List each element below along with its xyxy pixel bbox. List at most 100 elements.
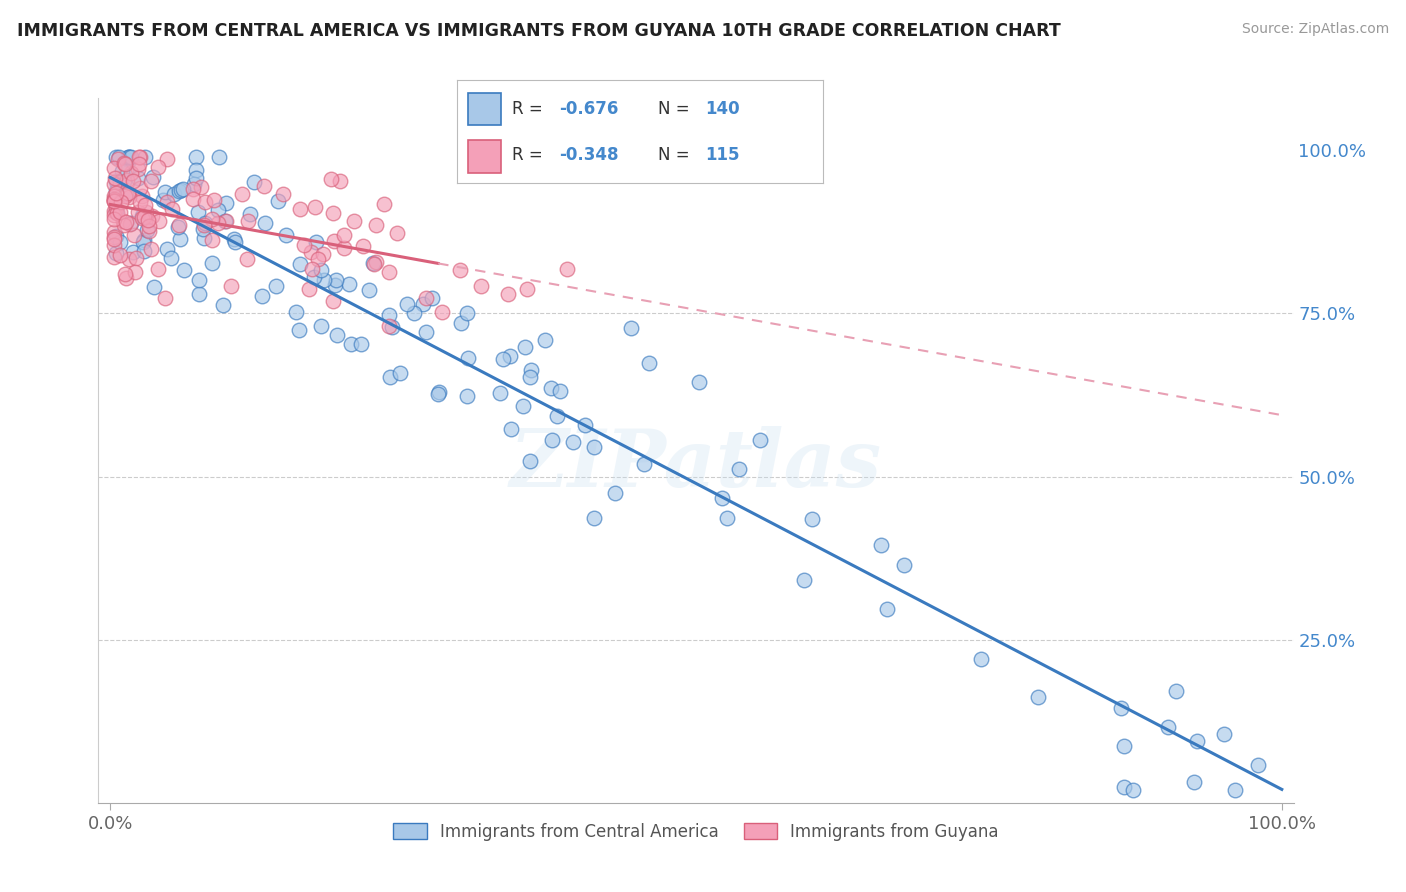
Point: [603, 485, 626, 500]
Point: [250, 289, 273, 303]
Point: [322, 293, 344, 308]
Point: [141, 209, 163, 223]
Point: [340, 337, 363, 351]
Point: [292, 238, 315, 252]
Point: [112, 174, 135, 188]
Point: [215, 213, 238, 227]
Point: [134, 244, 156, 258]
Point: [166, 219, 188, 234]
Point: [1156, 720, 1178, 734]
Point: [271, 187, 294, 202]
Point: [105, 184, 128, 198]
Point: [105, 205, 128, 219]
Point: [122, 174, 145, 188]
Point: [562, 434, 585, 449]
Point: [103, 208, 125, 222]
Point: [110, 194, 132, 209]
Point: [236, 214, 259, 228]
Point: [103, 204, 125, 219]
Point: [134, 198, 156, 212]
Legend: Immigrants from Central America, Immigrants from Guyana: Immigrants from Central America, Immigra…: [387, 816, 1005, 847]
Point: [108, 248, 131, 262]
Point: [583, 440, 606, 454]
Point: [304, 269, 326, 284]
Point: [148, 214, 170, 228]
FancyBboxPatch shape: [468, 93, 501, 126]
Point: [127, 205, 149, 219]
Point: [1122, 782, 1144, 797]
Point: [142, 170, 165, 185]
Point: [115, 164, 138, 178]
Point: [139, 242, 162, 256]
Point: [103, 211, 125, 226]
Point: [389, 366, 412, 380]
Point: [427, 384, 450, 399]
Point: [541, 433, 564, 447]
Point: [131, 210, 153, 224]
Point: [519, 363, 541, 377]
Point: [207, 202, 229, 217]
Point: [128, 150, 150, 164]
Point: [112, 219, 135, 233]
Point: [582, 510, 605, 524]
Text: Source: ZipAtlas.com: Source: ZipAtlas.com: [1241, 22, 1389, 37]
Point: [620, 321, 643, 335]
Point: [118, 190, 141, 204]
Point: [114, 214, 136, 228]
Point: [492, 351, 515, 366]
Text: ZIPatlas: ZIPatlas: [510, 425, 882, 503]
Point: [456, 389, 478, 403]
Point: [499, 349, 522, 363]
Point: [540, 380, 562, 394]
Point: [312, 273, 335, 287]
Point: [450, 316, 472, 330]
Point: [253, 216, 276, 230]
Point: [115, 186, 138, 201]
Point: [212, 298, 235, 312]
Point: [167, 184, 190, 198]
FancyBboxPatch shape: [468, 140, 501, 173]
Point: [121, 245, 143, 260]
Point: [637, 356, 659, 370]
Point: [190, 179, 212, 194]
Point: [201, 233, 224, 247]
Point: [359, 283, 381, 297]
Point: [1112, 739, 1135, 753]
Point: [193, 231, 215, 245]
Point: [156, 242, 179, 256]
Point: [136, 212, 159, 227]
Text: IMMIGRANTS FROM CENTRAL AMERICA VS IMMIGRANTS FROM GUYANA 10TH GRADE CORRELATION: IMMIGRANTS FROM CENTRAL AMERICA VS IMMIG…: [17, 22, 1060, 40]
Point: [322, 206, 344, 220]
Point: [108, 235, 131, 249]
Point: [105, 228, 128, 243]
Point: [156, 195, 179, 210]
Point: [366, 218, 388, 232]
Point: [364, 255, 387, 269]
Point: [181, 182, 204, 196]
Point: [104, 171, 127, 186]
Point: [378, 319, 401, 334]
Point: [169, 232, 191, 246]
Point: [127, 162, 149, 177]
Text: 140: 140: [706, 100, 740, 118]
Point: [304, 200, 326, 214]
Point: [309, 263, 332, 277]
Point: [138, 219, 160, 233]
Point: [172, 182, 194, 196]
Point: [287, 322, 309, 336]
Point: [325, 328, 347, 343]
Point: [515, 340, 537, 354]
Text: -0.676: -0.676: [560, 100, 619, 118]
Point: [169, 183, 191, 197]
Point: [184, 150, 207, 164]
Point: [103, 192, 125, 206]
Point: [129, 181, 152, 195]
Point: [727, 462, 749, 476]
Point: [118, 153, 141, 167]
Point: [103, 189, 125, 203]
Point: [152, 193, 174, 207]
Point: [118, 217, 141, 231]
Point: [688, 376, 710, 390]
Point: [333, 227, 356, 242]
Point: [173, 263, 195, 277]
